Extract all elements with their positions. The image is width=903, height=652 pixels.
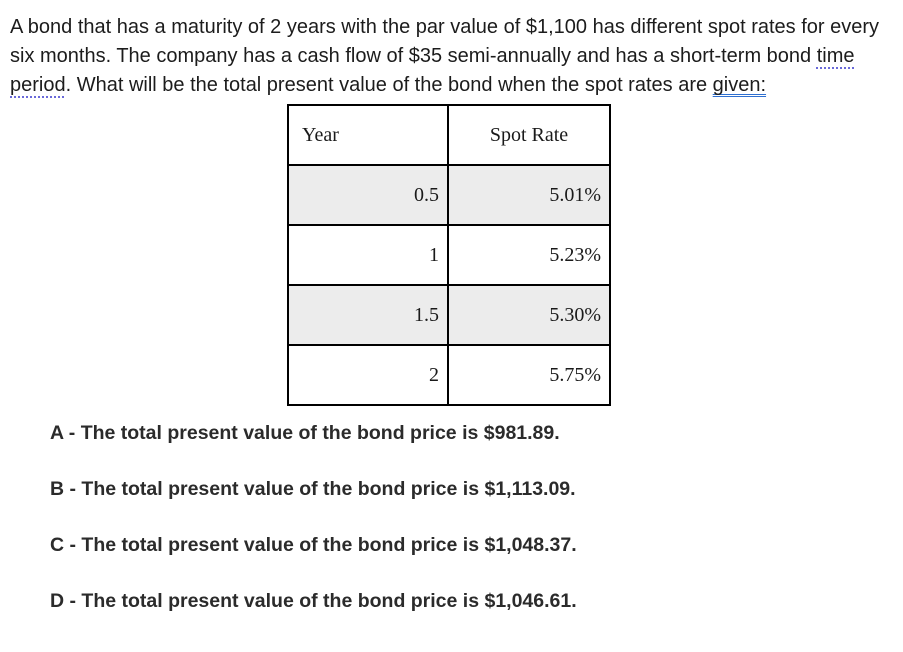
- grammar-flagged-phrase: time period: [10, 45, 855, 96]
- year-column-header: Year: [287, 104, 449, 166]
- option-a[interactable]: A - The total present value of the bond …: [50, 422, 560, 444]
- answer-options: A - The total present value of the bond …: [50, 422, 903, 612]
- spot-rate-cell: 5.30%: [447, 284, 611, 346]
- spot-rate-cell: 5.23%: [447, 224, 611, 286]
- grammar-flagged-word: given:: [712, 74, 767, 96]
- option-d[interactable]: D - The total present value of the bond …: [50, 590, 577, 612]
- table-row: 2 5.75%: [287, 344, 611, 406]
- option-b[interactable]: B - The total present value of the bond …: [50, 478, 576, 500]
- question-part1: A bond that has a maturity of 2 years wi…: [10, 16, 880, 67]
- spot-rate-table: Year Spot Rate 0.5 5.01% 1 5.23% 1.5 5.3…: [287, 104, 611, 406]
- table-row: 1.5 5.30%: [287, 284, 611, 346]
- table-row: 1 5.23%: [287, 224, 611, 286]
- table-row: 0.5 5.01%: [287, 164, 611, 226]
- option-c[interactable]: C - The total present value of the bond …: [50, 534, 577, 556]
- table-header-row: Year Spot Rate: [287, 104, 611, 166]
- year-cell: 2: [287, 344, 449, 406]
- spot-rate-column-header: Spot Rate: [447, 104, 611, 166]
- year-cell: 1: [287, 224, 449, 286]
- year-cell: 0.5: [287, 164, 449, 226]
- year-cell: 1.5: [287, 284, 449, 346]
- question-text: A bond that has a maturity of 2 years wi…: [0, 0, 903, 100]
- spot-rate-cell: 5.01%: [447, 164, 611, 226]
- spot-rate-cell: 5.75%: [447, 344, 611, 406]
- question-part2: . What will be the total present value o…: [65, 74, 713, 96]
